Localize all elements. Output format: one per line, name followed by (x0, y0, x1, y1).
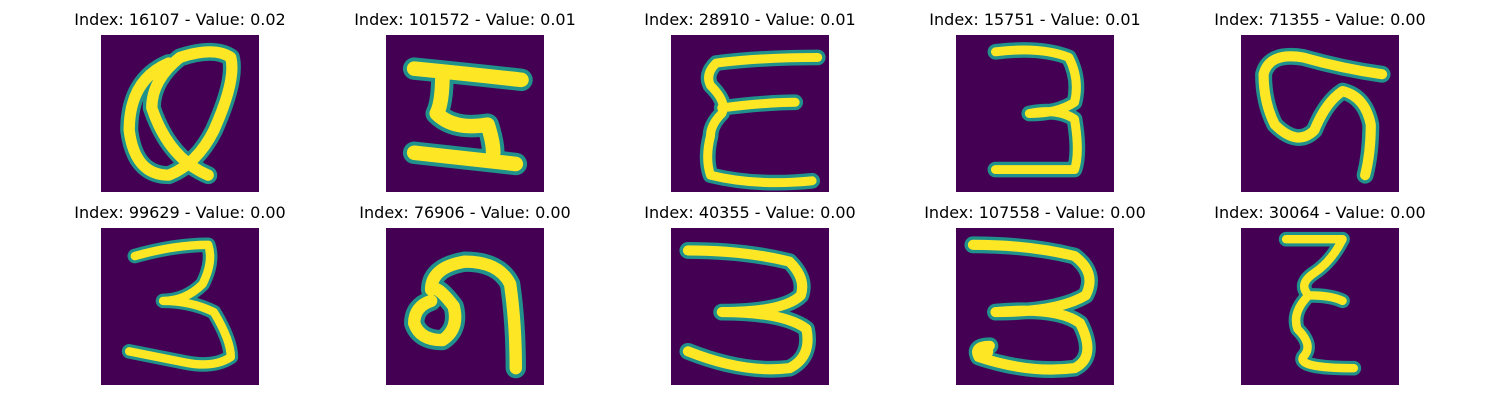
handwritten-glyph-image (671, 228, 829, 385)
handwritten-glyph-image (1241, 228, 1399, 385)
panel-title: Index: 15751 - Value: 0.01 (929, 10, 1141, 29)
panel-title: Index: 40355 - Value: 0.00 (644, 203, 856, 222)
handwritten-glyph-image (956, 228, 1114, 385)
handwritten-glyph-image (671, 35, 829, 192)
handwritten-glyph-image (956, 35, 1114, 192)
handwritten-glyph-image (101, 228, 259, 385)
panel-title: Index: 99629 - Value: 0.00 (74, 203, 286, 222)
panel-title: Index: 101572 - Value: 0.01 (354, 10, 576, 29)
panel-title: Index: 71355 - Value: 0.00 (1214, 10, 1426, 29)
panel-title: Index: 28910 - Value: 0.01 (644, 10, 856, 29)
handwritten-glyph-image (101, 35, 259, 192)
panel-title: Index: 30064 - Value: 0.00 (1214, 203, 1426, 222)
panel-title: Index: 107558 - Value: 0.00 (924, 203, 1146, 222)
panel-title: Index: 76906 - Value: 0.00 (359, 203, 571, 222)
handwritten-glyph-image (386, 35, 544, 192)
handwritten-glyph-image (386, 228, 544, 385)
panel-title: Index: 16107 - Value: 0.02 (74, 10, 286, 29)
handwritten-glyph-image (1241, 35, 1399, 192)
